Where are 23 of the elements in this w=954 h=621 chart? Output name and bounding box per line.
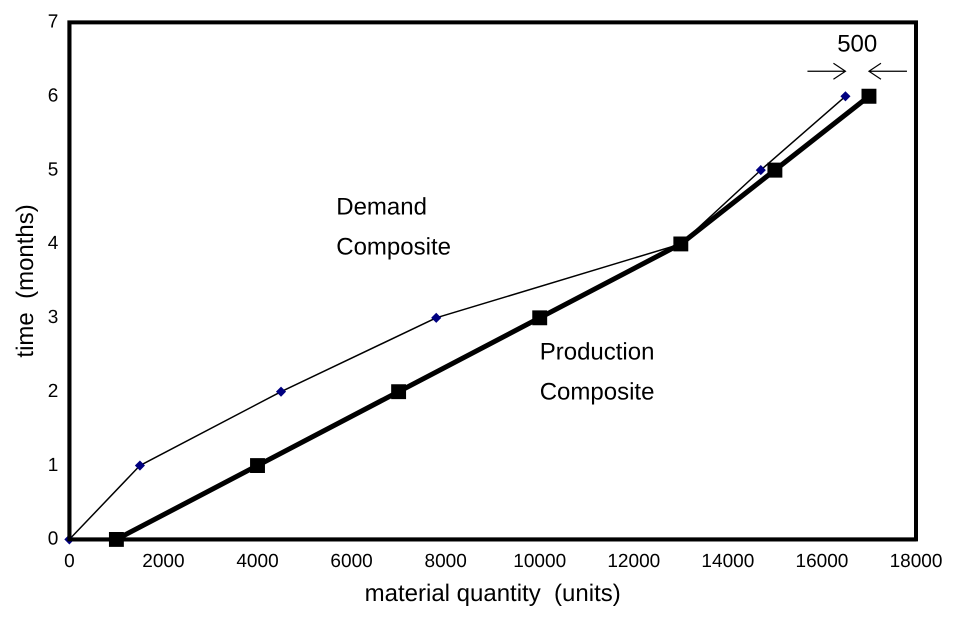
y-tick-label: 3 [48,307,58,328]
x-tick-label: 8000 [424,551,467,572]
x-tick-label: 6000 [330,551,373,572]
x-axis-title: material quantity (units) [364,580,621,608]
x-tick-label: 0 [64,551,75,572]
series-label: Production Composite [540,338,654,406]
x-tick-label: 10000 [513,551,566,572]
text: Demand Composite [336,193,451,260]
y-tick-label: 7 [48,12,58,33]
x-tick-label: 2000 [142,551,185,572]
x-tick-label: 16000 [796,551,848,572]
y-tick-label: 1 [48,454,58,476]
y-tick-label: 4 [48,233,59,254]
x-tick-label: 12000 [607,551,660,572]
x-tick-label: 4000 [236,551,279,572]
annotation: 500 [837,30,878,58]
x-tick-label: 14000 [701,551,754,572]
y-axis-title: time (months) [12,204,40,358]
y-tick-label: 5 [48,159,58,180]
x-tick-label: 18000 [890,551,942,572]
y-tick-label: 0 [48,528,58,550]
y-tick-label: 6 [48,85,58,106]
y-tick-label: 2 [48,380,58,402]
